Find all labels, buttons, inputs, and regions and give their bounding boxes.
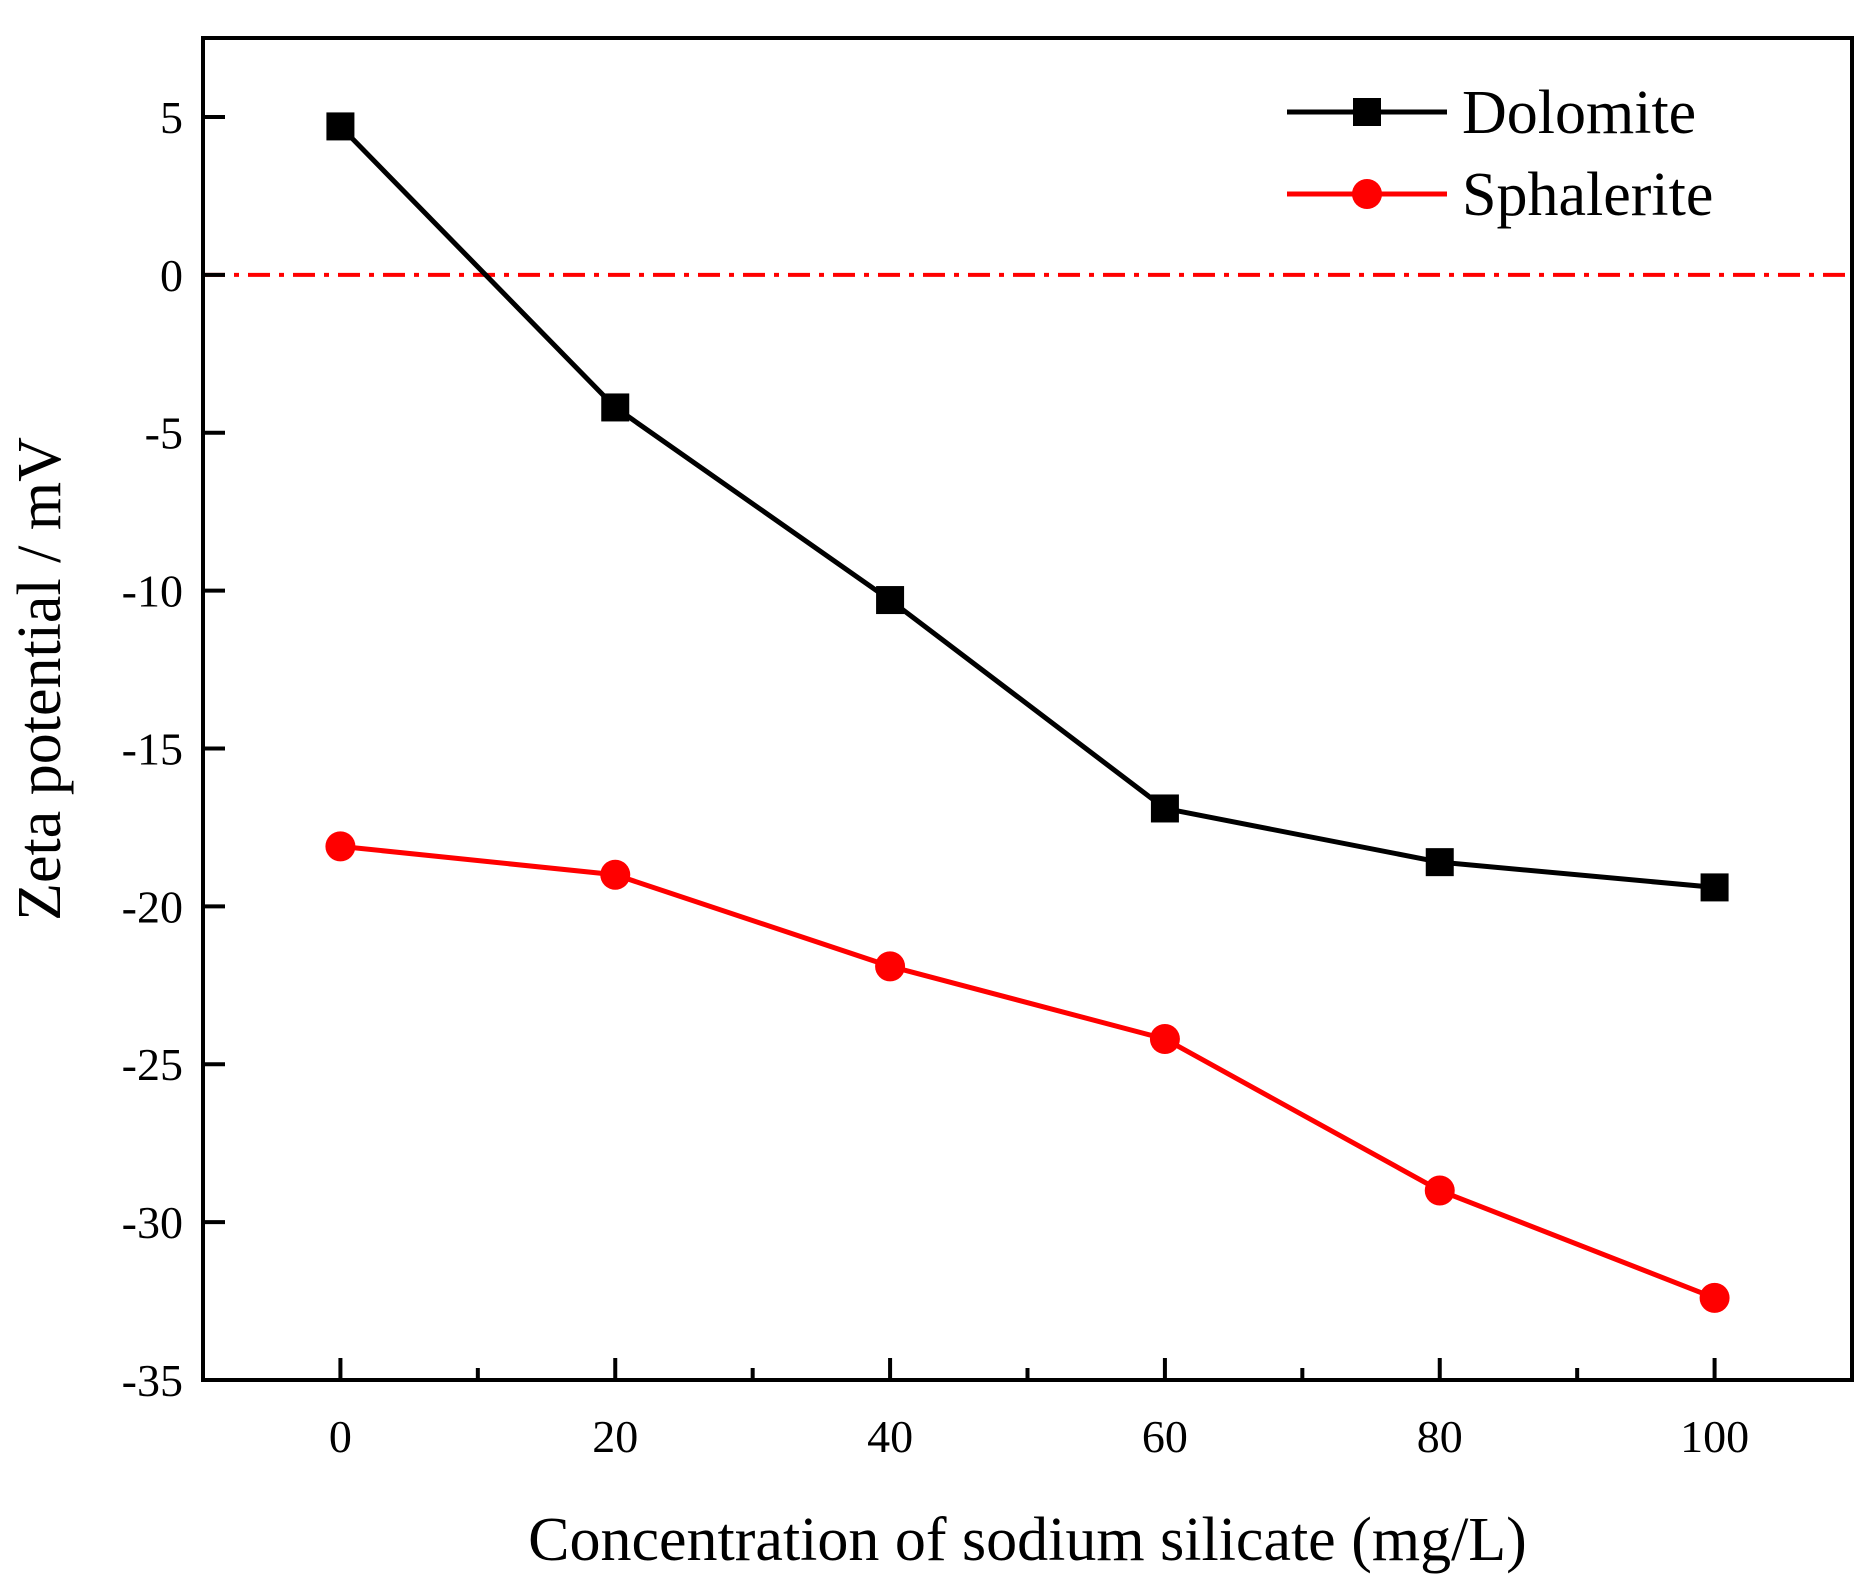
y-axis-title: Zeta potential / mV	[6, 437, 74, 921]
legend-dolomite-marker	[1353, 98, 1381, 126]
legend-dolomite-label: Dolomite	[1462, 79, 1696, 147]
y-tick-label: -15	[122, 723, 183, 774]
x-tick-label: 60	[1142, 1411, 1188, 1462]
sphalerite-point	[875, 951, 906, 982]
series-sphalerite	[325, 831, 1730, 1313]
sphalerite-point	[600, 859, 631, 890]
y-tick-label: -5	[145, 408, 183, 459]
dolomite-point	[876, 586, 905, 615]
y-axis: 5 0 -5 -10 -15 -20 -25 -30 -35	[122, 92, 225, 1406]
dolomite-point	[1425, 848, 1454, 877]
dolomite-point	[326, 112, 355, 141]
y-tick-label: -10	[122, 566, 183, 617]
y-tick-label: -30	[122, 1197, 183, 1248]
sphalerite-line	[340, 843, 1716, 1301]
x-tick-label: 40	[867, 1411, 913, 1462]
sphalerite-point	[1149, 1023, 1180, 1054]
dolomite-line	[338, 124, 1715, 890]
y-tick-label: 5	[160, 92, 183, 143]
legend-sphalerite-marker	[1352, 179, 1382, 209]
y-tick-label: -25	[122, 1039, 183, 1090]
sphalerite-point	[325, 831, 356, 862]
sphalerite-point	[1699, 1282, 1730, 1313]
x-tick-label: 100	[1680, 1411, 1749, 1462]
series-layer	[325, 112, 1730, 1313]
dolomite-point	[601, 393, 630, 422]
legend-item-sphalerite: Sphalerite	[1287, 161, 1713, 229]
x-tick-label: 20	[592, 1411, 638, 1462]
sphalerite-point	[1424, 1175, 1455, 1206]
x-tick-label: 0	[329, 1411, 352, 1462]
legend-sphalerite-label: Sphalerite	[1462, 161, 1713, 229]
legend: Dolomite Sphalerite	[1287, 79, 1713, 229]
y-tick-label: -20	[122, 881, 183, 932]
dolomite-point	[1150, 794, 1179, 823]
y-tick-label: 0	[160, 250, 183, 301]
x-tick-label: 80	[1417, 1411, 1463, 1462]
dolomite-point	[1700, 873, 1729, 902]
legend-item-dolomite: Dolomite	[1287, 79, 1696, 147]
y-tick-label: -35	[122, 1355, 183, 1406]
x-axis-title: Concentration of sodium silicate (mg/L)	[528, 1506, 1527, 1574]
x-axis: 0 20 40 60 80 100	[201, 1358, 1854, 1462]
series-dolomite	[326, 112, 1729, 902]
